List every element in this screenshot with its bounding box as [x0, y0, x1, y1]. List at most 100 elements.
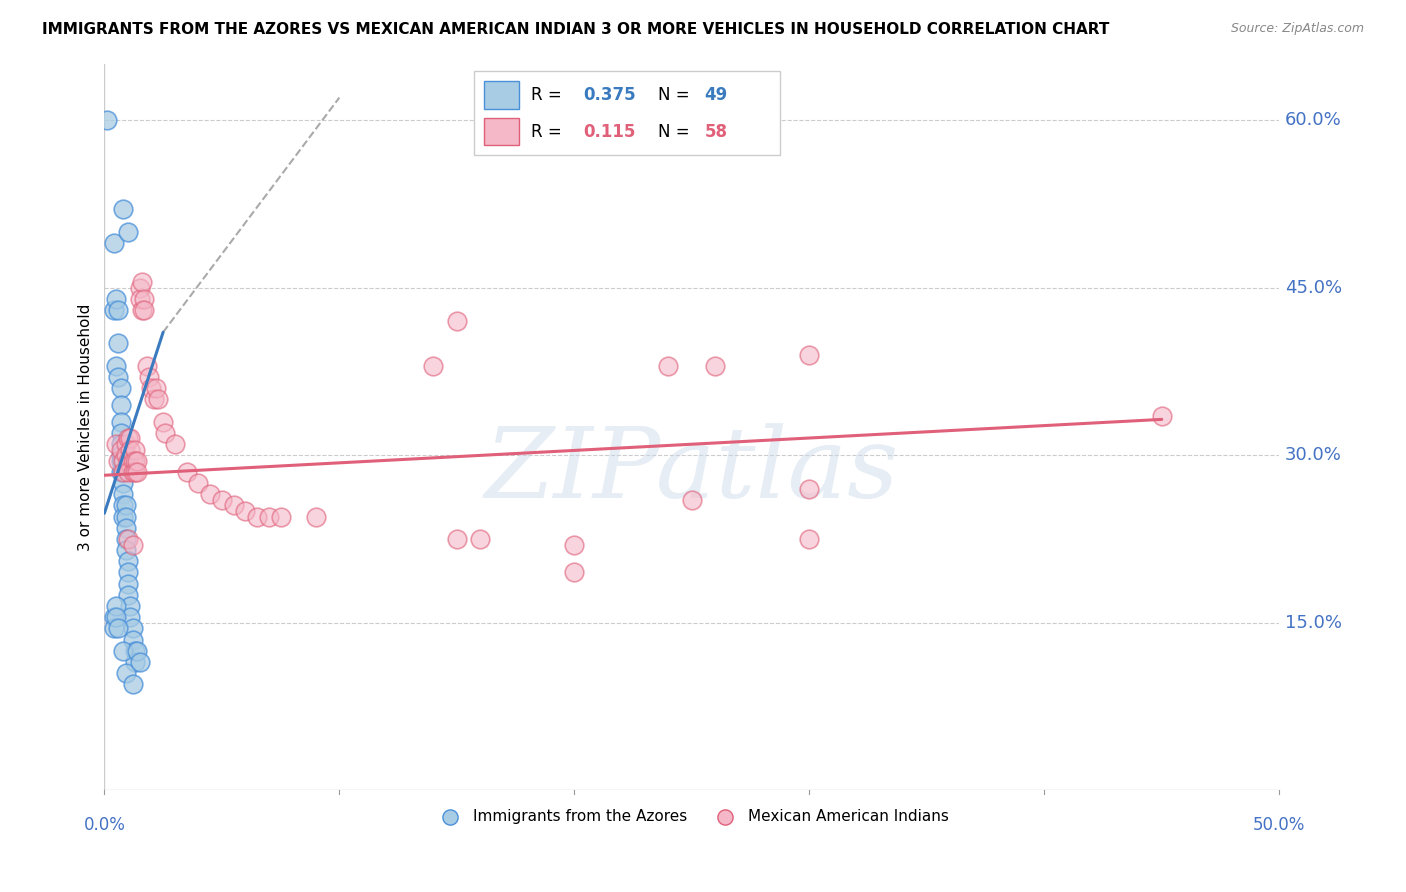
- Text: IMMIGRANTS FROM THE AZORES VS MEXICAN AMERICAN INDIAN 3 OR MORE VEHICLES IN HOUS: IMMIGRANTS FROM THE AZORES VS MEXICAN AM…: [42, 22, 1109, 37]
- Point: [103, 235, 125, 250]
- Text: 50.0%: 50.0%: [1253, 816, 1305, 834]
- Point: [114, 666, 136, 681]
- Point: [117, 566, 139, 580]
- Point: [107, 621, 129, 635]
- Text: 15.0%: 15.0%: [1285, 614, 1343, 632]
- Point: [112, 454, 135, 468]
- Point: [117, 431, 139, 445]
- Point: [105, 292, 128, 306]
- Text: 49: 49: [704, 87, 728, 104]
- Point: [562, 566, 585, 580]
- Point: [117, 532, 139, 546]
- Point: [121, 677, 143, 691]
- Point: [127, 454, 149, 468]
- Point: [110, 454, 132, 468]
- Point: [124, 454, 146, 468]
- Point: [124, 465, 146, 479]
- Point: [110, 381, 132, 395]
- Point: [121, 621, 143, 635]
- Point: [112, 465, 135, 479]
- Text: 0.0%: 0.0%: [83, 816, 125, 834]
- Point: [107, 302, 129, 317]
- Bar: [484, 118, 519, 145]
- Point: [121, 454, 143, 468]
- Point: [110, 448, 132, 462]
- Text: N =: N =: [658, 122, 695, 141]
- Point: [155, 425, 177, 440]
- Text: ZIPatlas: ZIPatlas: [485, 423, 898, 518]
- Point: [114, 509, 136, 524]
- Point: [120, 442, 142, 457]
- Point: [124, 655, 146, 669]
- Y-axis label: 3 or more Vehicles in Household: 3 or more Vehicles in Household: [79, 303, 93, 551]
- Point: [120, 610, 142, 624]
- Text: 58: 58: [704, 122, 728, 141]
- Point: [134, 302, 156, 317]
- Point: [152, 415, 174, 429]
- Point: [110, 437, 132, 451]
- Point: [145, 381, 167, 395]
- Point: [128, 280, 150, 294]
- Point: [799, 532, 821, 546]
- Point: [120, 599, 142, 613]
- Point: [148, 392, 170, 407]
- Point: [117, 554, 139, 568]
- Text: R =: R =: [531, 122, 567, 141]
- Point: [103, 621, 125, 635]
- Point: [127, 643, 149, 657]
- Text: 0.375: 0.375: [583, 87, 637, 104]
- Point: [121, 632, 143, 647]
- Point: [470, 532, 492, 546]
- Point: [105, 599, 128, 613]
- Point: [246, 509, 269, 524]
- Text: 45.0%: 45.0%: [1285, 278, 1343, 296]
- Point: [257, 509, 280, 524]
- Point: [142, 392, 165, 407]
- Point: [163, 437, 186, 451]
- Text: 60.0%: 60.0%: [1285, 111, 1341, 129]
- Point: [124, 643, 146, 657]
- Point: [211, 492, 233, 507]
- Point: [446, 314, 468, 328]
- Point: [103, 610, 125, 624]
- Point: [422, 359, 444, 373]
- Point: [704, 359, 727, 373]
- Point: [131, 275, 153, 289]
- Point: [112, 499, 135, 513]
- Point: [681, 492, 703, 507]
- Point: [446, 532, 468, 546]
- Point: [117, 465, 139, 479]
- Point: [124, 442, 146, 457]
- Point: [127, 465, 149, 479]
- Point: [198, 487, 221, 501]
- Point: [110, 465, 132, 479]
- Point: [799, 348, 821, 362]
- Point: [134, 292, 156, 306]
- Point: [105, 610, 128, 624]
- Point: [110, 398, 132, 412]
- Point: [110, 415, 132, 429]
- Point: [114, 521, 136, 535]
- Point: [105, 437, 128, 451]
- Point: [117, 588, 139, 602]
- Bar: [484, 81, 519, 109]
- Point: [222, 499, 245, 513]
- Point: [114, 543, 136, 558]
- Point: [110, 425, 132, 440]
- Point: [107, 336, 129, 351]
- Point: [1150, 409, 1173, 423]
- Point: [176, 465, 198, 479]
- Point: [112, 476, 135, 491]
- Point: [96, 112, 118, 127]
- Point: [235, 504, 257, 518]
- Point: [112, 509, 135, 524]
- Point: [114, 448, 136, 462]
- Text: 30.0%: 30.0%: [1285, 446, 1341, 464]
- Point: [107, 454, 129, 468]
- Point: [114, 532, 136, 546]
- Point: [112, 454, 135, 468]
- Point: [110, 442, 132, 457]
- Point: [120, 431, 142, 445]
- Point: [112, 202, 135, 217]
- Point: [657, 359, 679, 373]
